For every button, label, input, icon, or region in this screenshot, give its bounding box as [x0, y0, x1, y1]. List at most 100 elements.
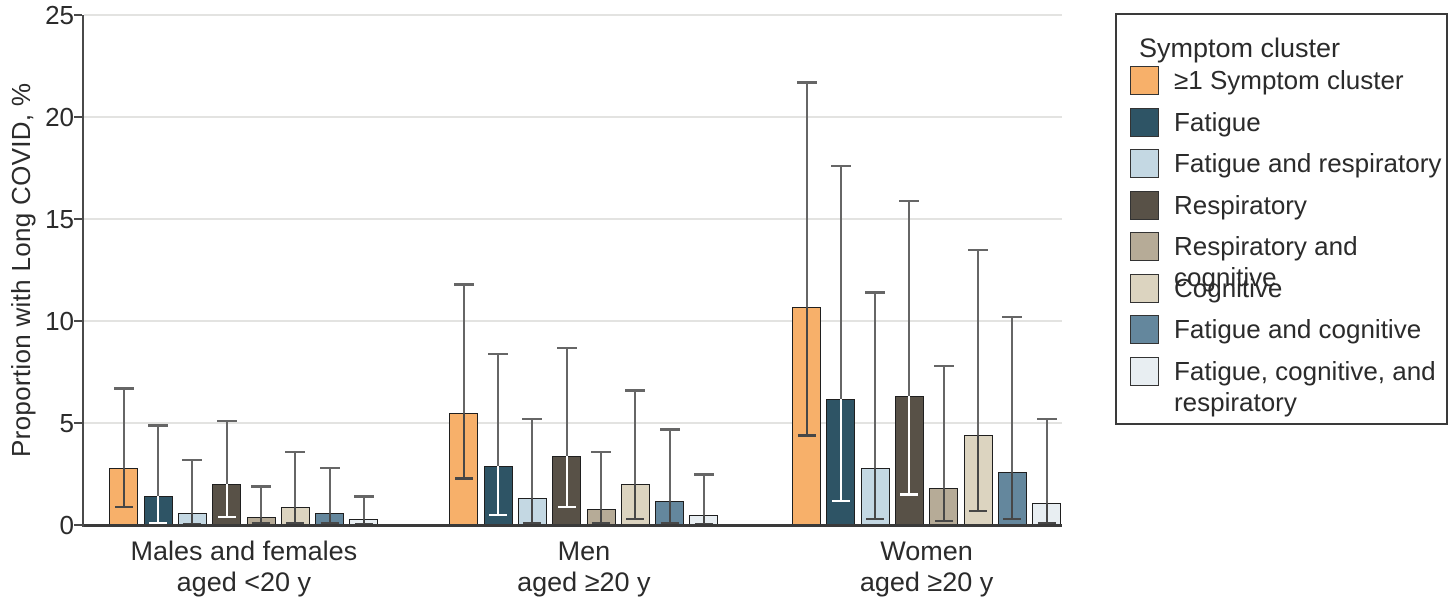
error-whisker-upper [191, 459, 194, 513]
error-cap-bottom [797, 434, 816, 437]
error-cap-bottom [592, 521, 610, 525]
error-whisker-inner [702, 514, 705, 524]
y-axis-title: Proportion with Long COVID, % [6, 82, 36, 458]
error-cap-bottom [866, 517, 885, 521]
error-cap-bottom [252, 521, 270, 525]
error-whisker-upper [668, 429, 671, 501]
legend-label-2: Fatigue [1174, 106, 1261, 137]
legend-label-4: Respiratory [1174, 189, 1307, 220]
gridline-5 [84, 422, 1062, 424]
y-tick-label-15: 15 [45, 204, 74, 234]
error-whisker-upper [600, 451, 602, 509]
legend-label-7: Fatigue and cognitive [1174, 314, 1422, 344]
error-whisker-upper [122, 388, 125, 468]
error-whisker-upper [260, 486, 262, 517]
error-whisker-upper [294, 451, 297, 507]
y-axis-line [82, 15, 84, 527]
error-cap-bottom [454, 477, 473, 480]
error-cap-top [625, 389, 646, 392]
legend-swatch-1 [1130, 66, 1159, 95]
error-whisker-inner [260, 516, 262, 523]
error-whisker-inner [668, 500, 671, 523]
legend-label-6: Cognitive [1174, 272, 1283, 303]
error-whisker-upper [702, 474, 705, 515]
y-tick-25 [74, 14, 82, 16]
error-whisker-upper [157, 425, 160, 497]
error-whisker-inner [328, 512, 331, 523]
error-cap-top [899, 199, 920, 203]
legend-swatch-7 [1130, 315, 1159, 344]
y-tick-0 [74, 524, 82, 526]
error-whisker-upper [1011, 316, 1014, 472]
legend-label-8: Fatigue, cognitive, and respiratory [1174, 355, 1436, 417]
error-whisker-inner [565, 455, 568, 507]
error-cap-bottom [934, 519, 953, 523]
legend-swatch-4 [1130, 190, 1159, 220]
error-whisker-inner [839, 398, 842, 501]
error-whisker-inner [600, 508, 602, 523]
error-cap-bottom [557, 505, 576, 509]
error-cap-bottom [660, 521, 679, 525]
error-cap-top [865, 291, 886, 294]
error-whisker-upper [839, 165, 842, 399]
error-whisker-inner [805, 306, 808, 436]
error-cap-bottom [286, 521, 305, 525]
error-cap-top [319, 466, 340, 470]
y-tick-label-25: 25 [45, 0, 74, 30]
error-cap-top [251, 485, 271, 488]
error-whisker-inner [294, 506, 297, 523]
gridline-25 [84, 14, 1062, 16]
legend-label-3: Fatigue and respiratory [1174, 148, 1442, 178]
error-cap-bottom [1003, 517, 1022, 521]
error-whisker-upper [634, 390, 637, 485]
error-cap-bottom [523, 521, 542, 525]
legend-label-1: ≥1 Symptom cluster [1174, 65, 1404, 95]
x-group-label-1: Males and females aged <20 y [130, 536, 358, 597]
error-whisker-upper [362, 496, 365, 519]
error-whisker-inner [191, 512, 194, 524]
error-cap-bottom [149, 521, 168, 525]
error-whisker-upper [977, 249, 979, 436]
error-cap-top [591, 450, 611, 454]
error-whisker-inner [874, 467, 877, 519]
y-tick-20 [74, 116, 82, 118]
error-whisker-upper [908, 200, 911, 397]
error-cap-top [659, 428, 680, 431]
error-cap-top [453, 283, 474, 286]
legend-swatch-5 [1130, 232, 1159, 261]
error-cap-bottom [900, 493, 919, 496]
error-cap-top [968, 248, 988, 252]
error-cap-bottom [626, 517, 645, 521]
error-whisker-upper [942, 365, 945, 489]
error-cap-bottom [969, 509, 987, 513]
error-whisker-inner [1045, 502, 1048, 523]
error-whisker-upper [874, 292, 877, 468]
error-whisker-inner [157, 496, 160, 523]
error-cap-top [1036, 417, 1057, 421]
y-tick-label-0: 0 [59, 510, 74, 540]
error-whisker-inner [942, 488, 945, 521]
error-cap-bottom [489, 513, 508, 517]
y-tick-5 [74, 422, 82, 424]
error-whisker-upper [462, 284, 465, 413]
error-cap-bottom [217, 515, 236, 519]
y-tick-15 [74, 218, 82, 220]
error-whisker-inner [1011, 471, 1014, 519]
error-cap-top [353, 495, 374, 498]
x-group-label-2: Men aged ≥20 y [517, 536, 651, 597]
legend-label-5: Respiratory and cognitive [1174, 231, 1358, 292]
error-cap-top [148, 424, 169, 427]
error-whisker-upper [497, 353, 500, 466]
gridline-20 [84, 116, 1062, 118]
error-whisker-upper [565, 347, 568, 456]
gridline-10 [84, 320, 1062, 322]
error-whisker-inner [908, 396, 911, 495]
error-cap-top [285, 450, 306, 454]
error-cap-top [933, 364, 954, 368]
x-axis-baseline [84, 524, 1062, 527]
error-cap-top [693, 473, 714, 476]
legend-title: Symptom cluster [1139, 33, 1341, 63]
error-cap-top [113, 387, 134, 390]
error-cap-bottom [1037, 521, 1056, 525]
gridline-15 [84, 218, 1062, 220]
